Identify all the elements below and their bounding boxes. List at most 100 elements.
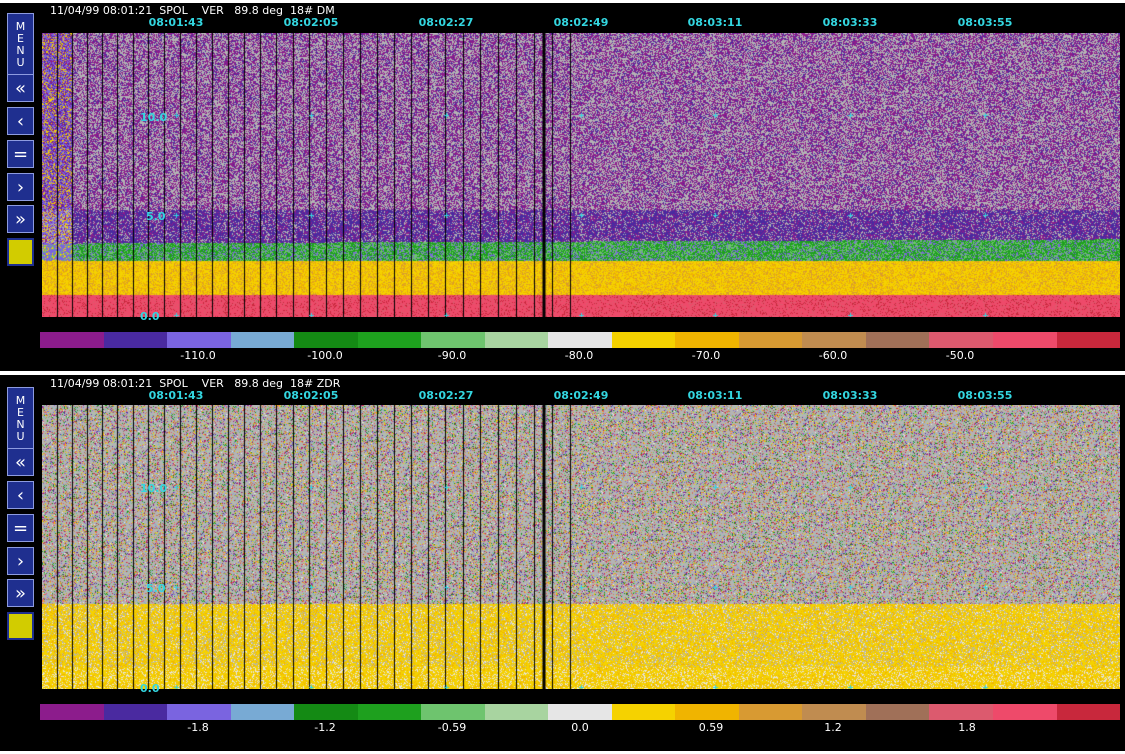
colorbar-segment [992,332,1057,348]
step-back-button[interactable]: ‹ [7,481,34,509]
rewind-fast-button[interactable]: « [7,448,34,476]
color-swatch-button[interactable] [7,612,34,640]
colorbar-segment [548,704,612,720]
colorbar-label: -80.0 [564,349,594,362]
colorbar-segment [738,704,803,720]
colorbar-label: -50.0 [945,349,975,362]
colorbar-label: 1.8 [958,721,976,734]
colorbar-segment [40,704,104,720]
time-label: 08:02:49 [553,389,609,402]
colorbar-segment [294,332,358,348]
y-tick-label: 5.0 [146,210,166,223]
panel-top: 11/04/99 08:01:21 SPOL VER 89.8 deg 18# … [0,3,1125,371]
colorbar-segment [611,704,676,720]
time-label: 08:02:05 [283,16,339,29]
time-label: 08:02:27 [418,16,474,29]
colorbar-segment [1056,332,1121,348]
colorbar-segment [230,332,295,348]
colorbar-label: -70.0 [691,349,721,362]
menu-letter: U [16,55,25,69]
sidebar-top: M E N U « ‹ = › » [4,12,36,272]
colorbar-segment [230,704,295,720]
colorbar-segment [802,332,866,348]
time-label: 08:03:55 [957,16,1013,29]
menu-button[interactable]: M E N U [7,387,34,450]
menu-letter: N [16,417,25,431]
colorbar-segment [865,332,930,348]
colorbar-label: -60.0 [818,349,848,362]
step-back-button[interactable]: ‹ [7,107,34,135]
sidebar-bottom: M E N U « ‹ = › » [4,386,36,646]
step-forward-button[interactable]: › [7,173,34,201]
panel-bottom: 11/04/99 08:01:21 SPOL VER 89.8 deg 18# … [0,375,1125,751]
menu-letter: N [16,43,25,57]
menu-letter: M [15,393,26,407]
colorbar-segment [929,704,993,720]
colorbar-label: -1.2 [314,721,336,734]
y-tick-label: 10.0 [140,482,168,495]
colorbar-segment [167,704,231,720]
colorbar-dm [40,332,1121,348]
time-label: 08:01:43 [148,16,204,29]
forward-fast-button[interactable]: » [7,205,34,233]
time-label: 08:03:11 [687,389,743,402]
colorbar-segment [357,332,422,348]
step-forward-button[interactable]: › [7,547,34,575]
colorbar-label: 0.59 [698,721,724,734]
colorbar-segment [357,704,422,720]
y-tick-label: 5.0 [146,582,166,595]
colorbar-segment [738,332,803,348]
colorbar-segment [103,704,168,720]
forward-fast-button[interactable]: » [7,579,34,607]
panel-header: 11/04/99 08:01:21 SPOL VER 89.8 deg 18# … [50,377,341,390]
time-label: 08:03:33 [822,16,878,29]
colorbar-segment [421,704,485,720]
colorbar-label: -1.8 [187,721,209,734]
colorbar-label: -110.0 [180,349,216,362]
colorbar-label: 1.2 [824,721,842,734]
color-swatch-button[interactable] [7,238,34,266]
colorbar-segment [484,332,549,348]
colorbar-label: -100.0 [307,349,343,362]
pause-button[interactable]: = [7,140,34,168]
rewind-fast-button[interactable]: « [7,74,34,102]
time-label: 08:03:55 [957,389,1013,402]
zdr-field-image [42,405,1120,689]
colorbar-segment [992,704,1057,720]
y-tick-label: 0.0 [140,682,160,695]
y-tick-label: 0.0 [140,310,160,323]
colorbar-segment [1056,704,1121,720]
time-label: 08:03:33 [822,389,878,402]
menu-letter: E [17,31,24,45]
colorbar-segment [865,704,930,720]
time-label: 08:01:43 [148,389,204,402]
colorbar-label: 0.0 [571,721,589,734]
pause-button[interactable]: = [7,514,34,542]
menu-letter: U [16,429,25,443]
y-tick-label: 10.0 [140,111,168,124]
colorbar-label: -90.0 [437,349,467,362]
colorbar-segment [103,332,168,348]
time-label: 08:02:49 [553,16,609,29]
range-time-plot-zdr[interactable]: 10.0 5.0 0.0 [42,405,1120,695]
colorbar-segment [548,332,612,348]
colorbar-segment [802,704,866,720]
colorbar-segment [484,704,549,720]
menu-letter: M [15,19,26,33]
colorbar-segment [929,332,993,348]
colorbar-segment [294,704,358,720]
colorbar-segment [675,704,739,720]
time-label: 08:02:27 [418,389,474,402]
colorbar-segment [611,332,676,348]
colorbar-segment [675,332,739,348]
range-time-plot-dm[interactable]: 10.0 5.0 0.0 [42,33,1120,323]
time-label: 08:03:11 [687,16,743,29]
dm-field-image [42,33,1120,317]
colorbar-segment [40,332,104,348]
menu-button[interactable]: M E N U [7,13,34,76]
panel-header: 11/04/99 08:01:21 SPOL VER 89.8 deg 18# … [50,4,335,17]
menu-letter: E [17,405,24,419]
colorbar-segment [167,332,231,348]
time-label: 08:02:05 [283,389,339,402]
